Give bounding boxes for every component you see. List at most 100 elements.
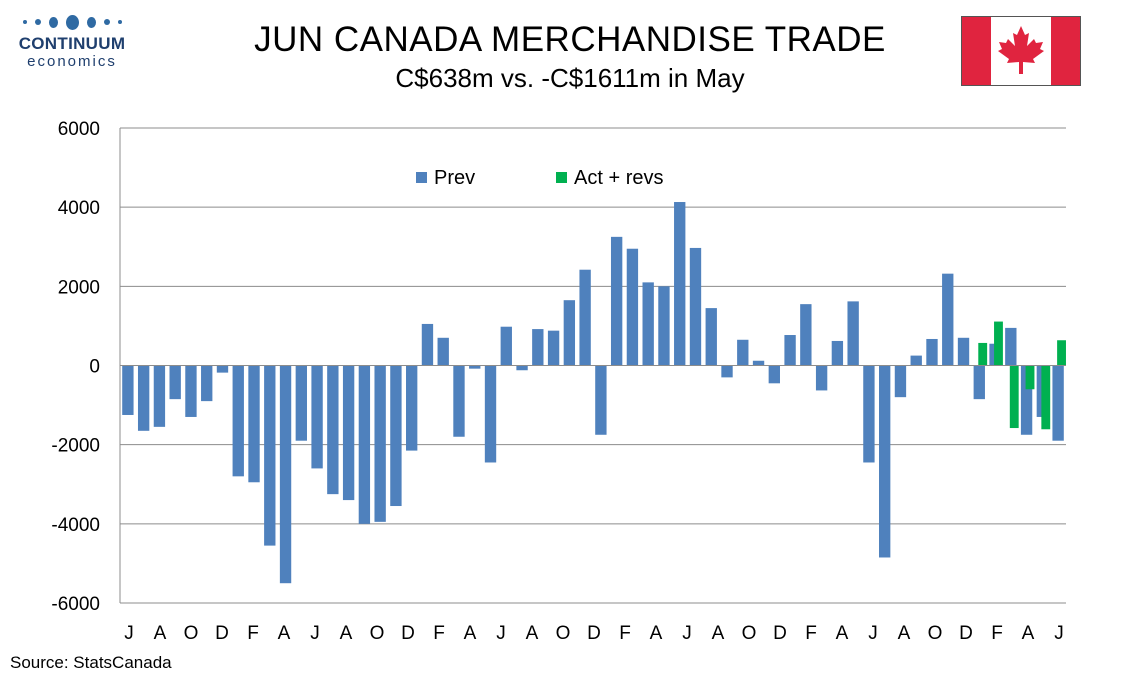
prev-bar xyxy=(737,339,749,366)
y-tick-label: 6000 xyxy=(58,119,100,140)
prev-bar xyxy=(342,365,355,501)
prev-bar xyxy=(800,304,812,366)
y-tick-label: 0 xyxy=(89,357,100,378)
prev-bar xyxy=(122,365,134,415)
prev-bar xyxy=(942,273,954,366)
y-tick-label: 4000 xyxy=(58,198,100,219)
act-bar xyxy=(1041,365,1051,430)
x-tick-label: A xyxy=(340,623,353,644)
prev-bar xyxy=(311,365,323,469)
logo-word: CONTINUUM xyxy=(18,34,126,53)
prev-bar xyxy=(926,338,938,366)
act-bar xyxy=(978,342,988,366)
prev-bar xyxy=(894,365,907,398)
act-bar xyxy=(1057,340,1066,366)
x-tick-label: J xyxy=(124,623,134,644)
prev-bar xyxy=(516,365,528,371)
source-note: Source: StatsCanada xyxy=(10,653,172,672)
prev-bar xyxy=(374,365,386,522)
x-tick-label: A xyxy=(526,623,539,644)
prev-bar xyxy=(831,340,844,366)
y-tick-label: -6000 xyxy=(51,594,100,615)
prev-bar xyxy=(421,323,434,366)
x-tick-label: A xyxy=(278,623,291,644)
prev-bar xyxy=(1005,327,1017,366)
x-tick-label: O xyxy=(928,623,943,644)
x-tick-label: F xyxy=(433,623,445,644)
x-tick-label: A xyxy=(712,623,725,644)
x-tick-label: D xyxy=(587,623,601,644)
prev-bar xyxy=(232,365,244,477)
prev-bar xyxy=(563,300,576,366)
prev-bar xyxy=(279,365,292,584)
prev-bars xyxy=(122,202,1064,584)
act-bar xyxy=(1025,365,1035,390)
prev-bar xyxy=(642,282,654,366)
x-tick-label: J xyxy=(682,623,692,644)
chart-subtitle: C$638m vs. -C$1611m in May xyxy=(395,63,745,93)
prev-bar xyxy=(847,301,859,366)
x-tick-label: A xyxy=(898,623,911,644)
act-bar xyxy=(1009,365,1019,429)
prev-bar xyxy=(137,365,150,431)
prev-bar xyxy=(406,365,418,451)
prev-bar xyxy=(626,248,639,366)
legend-label-prev: Prev xyxy=(434,167,475,189)
logo-dots xyxy=(12,14,132,30)
prev-bar xyxy=(674,202,686,366)
prev-bar xyxy=(1052,365,1064,441)
canada-flag-icon xyxy=(961,16,1081,86)
prev-bar xyxy=(910,355,922,366)
prev-bar xyxy=(815,365,828,391)
prev-bar xyxy=(358,365,371,524)
x-tick-label: O xyxy=(742,623,757,644)
prev-bar xyxy=(185,365,197,417)
prev-bar xyxy=(437,337,449,366)
x-tick-label: F xyxy=(619,623,631,644)
prev-bar xyxy=(658,286,670,366)
x-tick-label: D xyxy=(215,623,229,644)
prev-bar xyxy=(547,330,560,366)
x-tick-label: A xyxy=(650,623,663,644)
legend-swatch-act xyxy=(556,172,567,183)
y-tick-label: 2000 xyxy=(58,277,100,298)
prev-bar xyxy=(957,337,970,366)
x-tick-label: J xyxy=(868,623,878,644)
prev-bar xyxy=(532,329,544,366)
prev-bar xyxy=(169,365,181,400)
prev-bar xyxy=(721,365,733,378)
x-tick-label: O xyxy=(184,623,199,644)
continuum-logo: CONTINUUM economics xyxy=(12,14,132,70)
prev-bar xyxy=(390,365,402,507)
prev-bar xyxy=(784,335,796,366)
chart-title: JUN CANADA MERCHANDISE TRADE xyxy=(254,20,886,59)
legend-swatch-prev xyxy=(416,172,427,183)
y-tick-label: -2000 xyxy=(51,436,100,457)
x-tick-label: D xyxy=(401,623,415,644)
prev-bar xyxy=(153,365,166,427)
y-axis-tick-labels: 6000 4000 2000 0 -2000 -4000 -6000 xyxy=(51,119,100,615)
act-bar xyxy=(994,321,1003,366)
x-tick-label: J xyxy=(1054,623,1064,644)
prev-bar xyxy=(500,326,512,366)
prev-bar xyxy=(689,247,702,366)
prev-bar xyxy=(863,365,875,463)
x-tick-label: F xyxy=(805,623,817,644)
prev-bar xyxy=(973,365,985,400)
x-tick-label: O xyxy=(370,623,385,644)
x-tick-label: D xyxy=(773,623,787,644)
x-tick-label: J xyxy=(496,623,506,644)
x-tick-label: O xyxy=(556,623,571,644)
prev-bar xyxy=(752,360,765,366)
prev-bar xyxy=(879,365,891,558)
chart-legend: Prev Act + revs xyxy=(416,167,663,189)
legend-label-act: Act + revs xyxy=(574,167,663,189)
x-tick-label: F xyxy=(991,623,1003,644)
prev-bar xyxy=(453,365,465,437)
prev-bar xyxy=(595,365,607,435)
prev-bar xyxy=(1020,365,1033,435)
x-tick-label: A xyxy=(154,623,167,644)
prev-bar xyxy=(469,365,481,369)
